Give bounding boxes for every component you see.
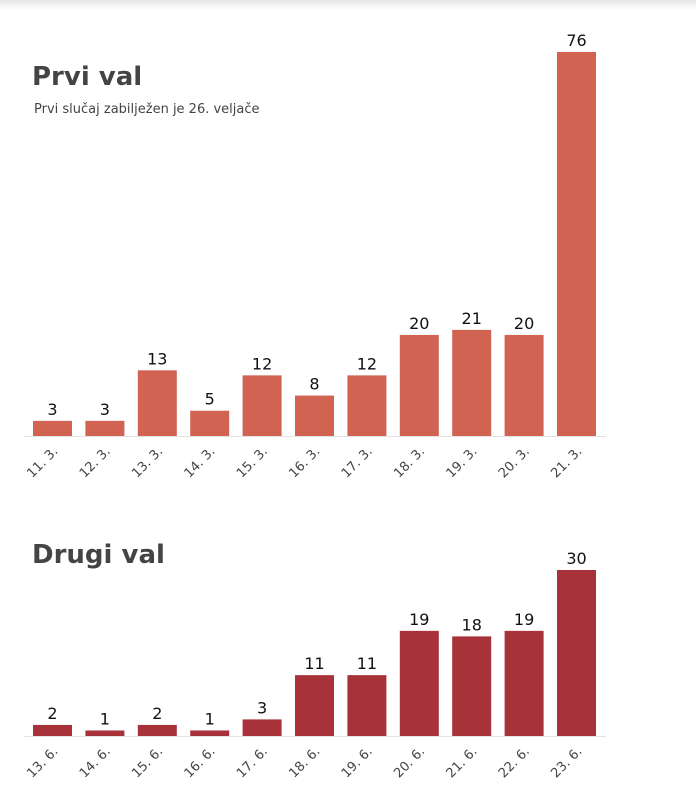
x-tick-label: 18. 3. (391, 444, 428, 481)
bar (347, 375, 387, 436)
data-label: 2 (152, 704, 162, 723)
data-label: 5 (205, 390, 215, 409)
x-tick-label: 19. 3. (444, 444, 481, 481)
data-label: 12 (252, 354, 272, 373)
x-tick-label: 14. 6. (77, 744, 114, 781)
data-label: 3 (257, 698, 267, 717)
bar (190, 730, 230, 736)
data-label: 11 (304, 654, 324, 673)
chart-subtitle: Prvi slučaj zabilježen je 26. veljače (34, 102, 260, 117)
data-label: 11 (357, 654, 377, 673)
data-label: 76 (566, 31, 586, 50)
bar (295, 675, 334, 736)
x-tick-label: 21. 6. (444, 744, 481, 781)
chart-title: Drugi val (32, 540, 165, 570)
x-tick-label: 19. 6. (339, 744, 376, 781)
x-tick-label: 15. 3. (234, 444, 271, 481)
bar (452, 329, 492, 436)
bar (242, 719, 282, 736)
bar (504, 630, 544, 736)
x-tick-label: 11. 3. (24, 444, 61, 481)
data-label: 1 (100, 709, 110, 728)
bar (33, 724, 72, 736)
x-tick-label: 17. 3. (339, 444, 376, 481)
x-tick-label: 17. 6. (234, 744, 271, 781)
bar (295, 395, 334, 436)
data-label: 2 (47, 704, 57, 723)
x-tick-label: 22. 6. (496, 744, 533, 781)
bar (452, 636, 492, 736)
chart-title: Prvi val (32, 62, 142, 92)
x-tick-label: 12. 3. (77, 444, 114, 481)
data-label: 18 (462, 615, 482, 634)
data-label: 13 (147, 349, 167, 368)
bar (33, 420, 72, 436)
data-label: 1 (205, 709, 215, 728)
x-tick-label: 20. 6. (391, 744, 428, 781)
bar (557, 570, 596, 736)
x-tick-label: 13. 3. (129, 444, 166, 481)
data-label: 8 (309, 375, 319, 394)
data-label: 21 (462, 309, 482, 328)
data-label: 19 (409, 610, 429, 629)
bar (190, 410, 230, 436)
bar (399, 334, 439, 436)
data-label: 3 (47, 400, 57, 419)
data-label: 19 (514, 610, 534, 629)
data-label: 20 (514, 314, 534, 333)
bar (137, 370, 177, 436)
x-tick-label: 23. 6. (548, 744, 585, 781)
top-shadow (0, 0, 696, 10)
x-tick-label: 14. 3. (182, 444, 219, 481)
x-tick-label: 21. 3. (548, 444, 585, 481)
bar (137, 724, 177, 736)
data-label: 20 (409, 314, 429, 333)
bar (85, 730, 125, 736)
data-label: 30 (566, 549, 586, 568)
x-tick-label: 20. 3. (496, 444, 533, 481)
data-label: 3 (100, 400, 110, 419)
x-tick-label: 13. 6. (24, 744, 61, 781)
bar (347, 675, 387, 736)
bar (557, 52, 596, 436)
bar (242, 375, 282, 436)
x-tick-label: 18. 6. (286, 744, 323, 781)
bar (85, 420, 125, 436)
bar (504, 334, 544, 436)
data-label: 12 (357, 354, 377, 373)
x-tick-label: 15. 6. (129, 744, 166, 781)
x-tick-label: 16. 6. (182, 744, 219, 781)
x-tick-label: 16. 3. (286, 444, 323, 481)
bar (399, 630, 439, 736)
